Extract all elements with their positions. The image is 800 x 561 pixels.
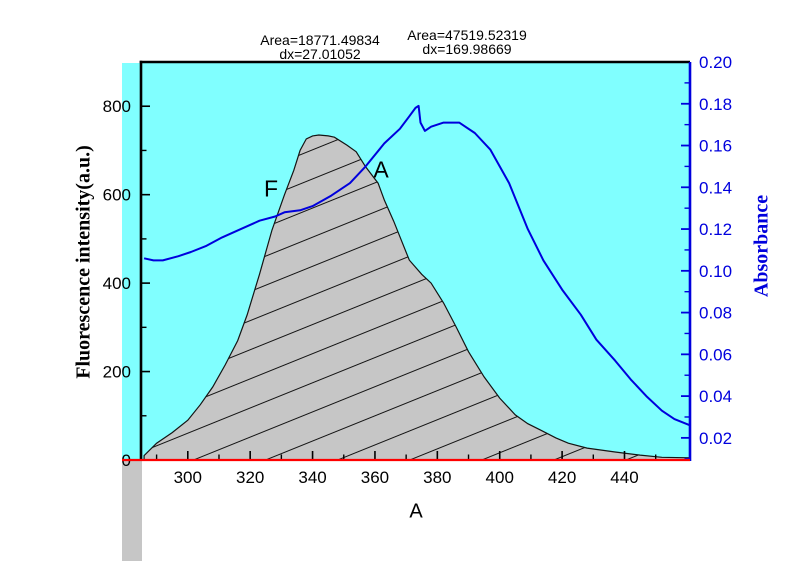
y-left-tick-label: 200 [103,363,131,382]
x-tick-label: 300 [174,468,202,487]
x-tick-label: 400 [486,468,514,487]
x-tick-label: 420 [548,468,576,487]
y-right-tick-label: 0.10 [699,262,732,281]
annotation-area-value-2: Area=47519.52319 [407,27,527,43]
absorbance-curve [143,104,691,427]
y-left-tick-label: 400 [103,274,131,293]
axes-layer: 30032034036038040042044002004006008000.0… [103,53,732,487]
fluorescence-curve-label: F [263,175,279,202]
annotation-dx-value-1: dx=27.01052 [279,46,361,62]
y-right-tick-label: 0.08 [699,304,732,323]
annotation-dx-value-2: dx=169.98669 [422,41,512,57]
y-right-tick-label: 0.04 [699,387,732,406]
annotation-area-value-1: Area=18771.49834 [260,32,380,48]
y-right-axis-title: Absorbance [750,194,773,298]
gray-spill-bar [122,460,142,561]
y-right-tick-label: 0.16 [699,137,732,156]
fluorescence-hatch [144,135,691,460]
x-tick-label: 320 [236,468,264,487]
y-left-axis-title: Fluorescence intensity(a.u.) [72,145,95,379]
y-right-tick-label: 0.20 [699,53,732,72]
integration-annotation-2: Area=47519.52319 dx=169.98669 [352,28,582,56]
y-right-tick-label: 0.12 [699,220,732,239]
x-tick-label: 380 [423,468,451,487]
x-tick-label: 360 [361,468,389,487]
x-axis-title: A [409,500,423,523]
x-tick-label: 440 [610,468,638,487]
y-right-tick-label: 0.02 [699,429,732,448]
absorbance-series-layer [143,104,691,427]
x-tick-label: 340 [298,468,326,487]
y-left-tick-label: 600 [103,186,131,205]
absorbance-curve-label: A [373,156,389,183]
y-right-tick-label: 0.14 [699,178,732,197]
y-right-tick-label: 0.18 [699,95,732,114]
y-right-tick-label: 0.06 [699,345,732,364]
fluorescence-series-layer [143,134,691,461]
y-left-tick-label: 800 [103,97,131,116]
integration-annotation-1: Area=18771.49834 dx=27.01052 [205,33,435,61]
